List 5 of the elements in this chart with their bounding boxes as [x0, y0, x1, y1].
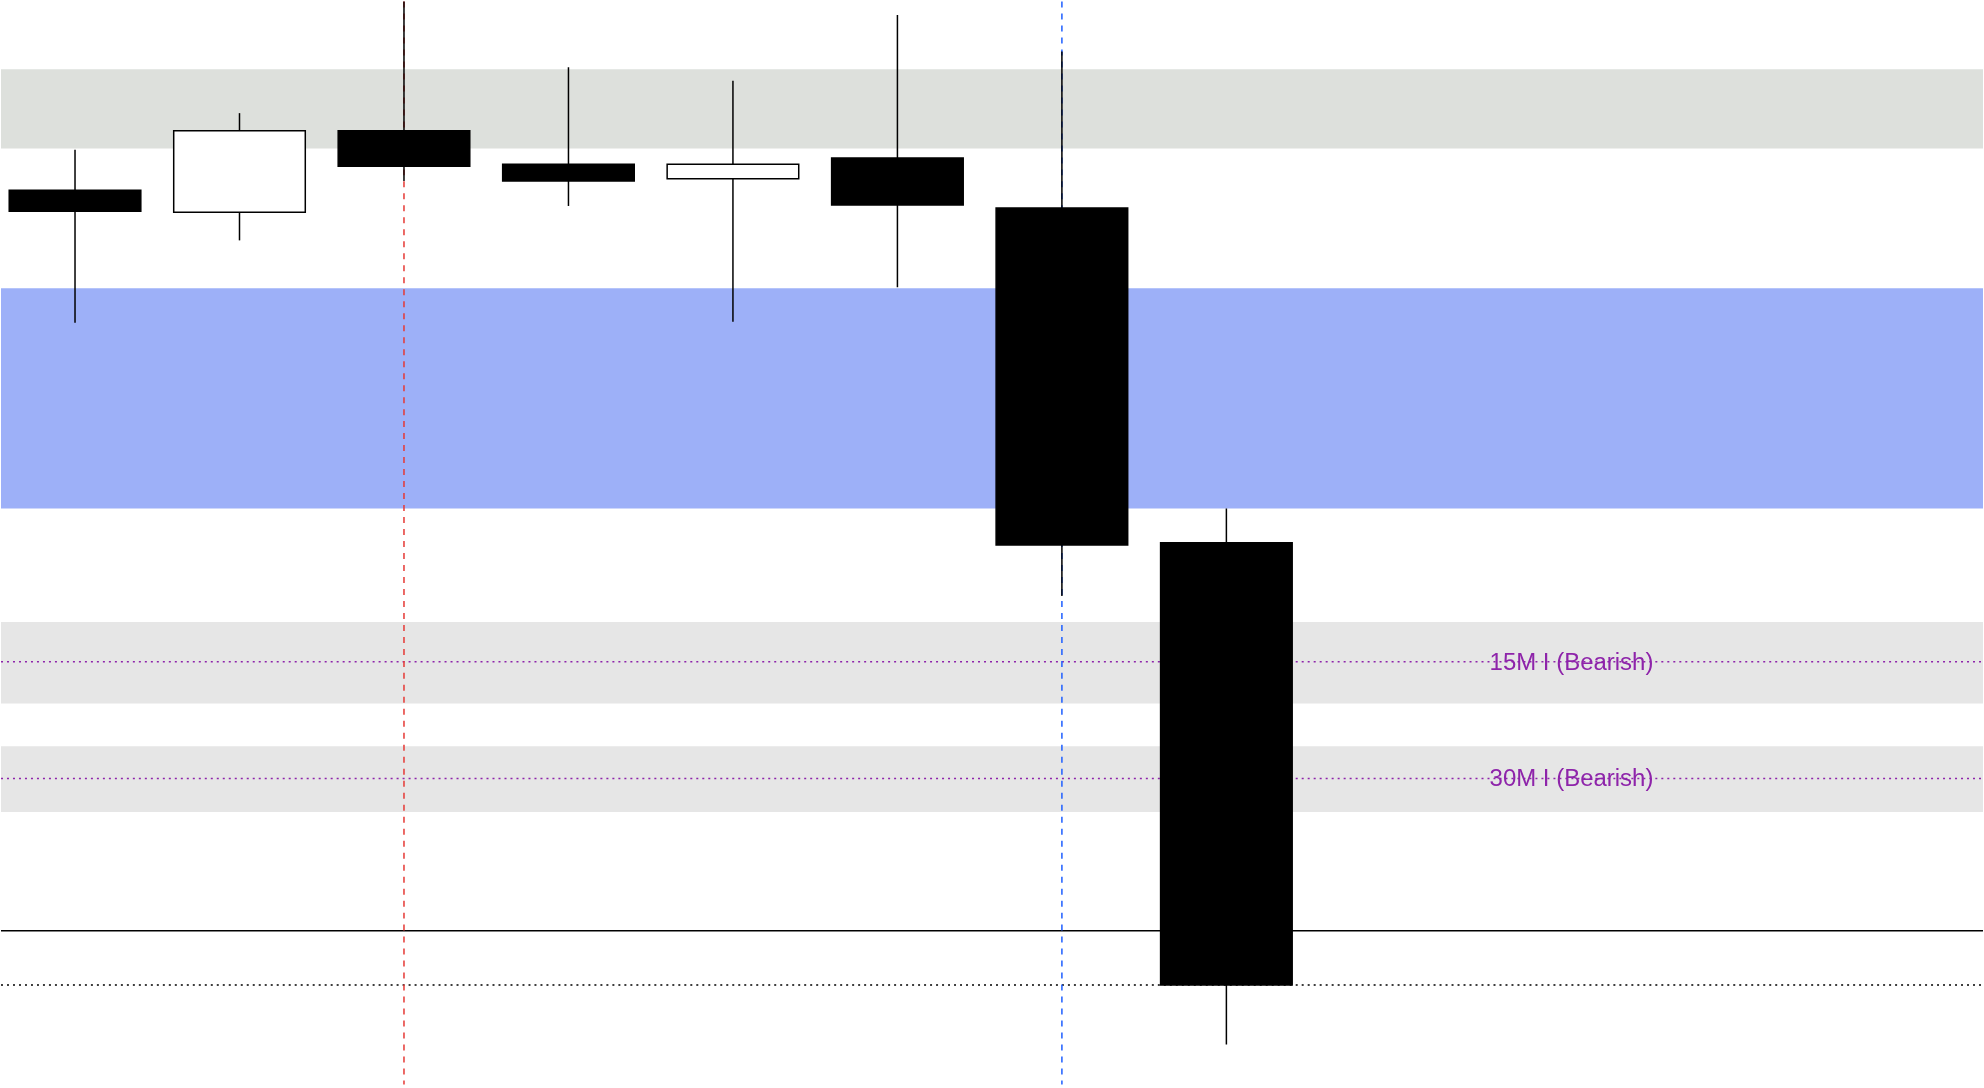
band-label: 30M I (Bearish) [1489, 764, 1654, 792]
candlestick [666, 80, 800, 323]
candlestick [8, 148, 142, 324]
band-label: 15M I (Bearish) [1489, 647, 1654, 675]
candlestick [501, 66, 635, 207]
